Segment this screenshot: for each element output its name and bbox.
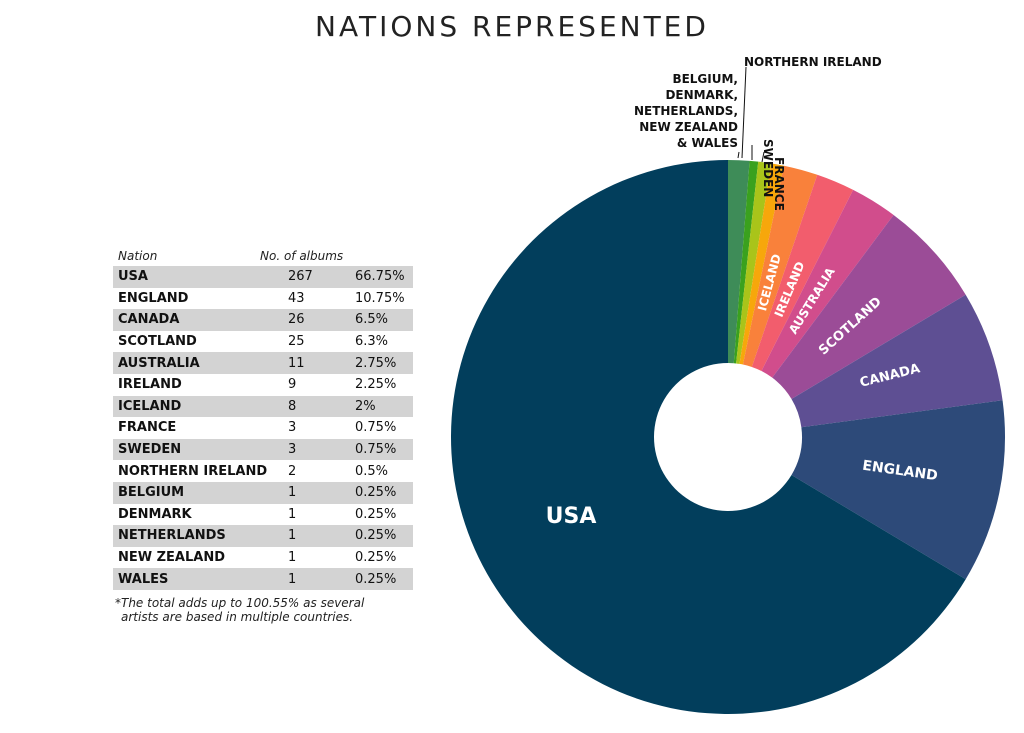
row-albums: 3	[288, 420, 297, 436]
row-nation: DENMARK	[118, 506, 192, 522]
table-row: CANADA 26 6.5%	[113, 309, 413, 331]
row-percent: 6.3%	[355, 334, 389, 350]
table-row: USA 267 66.75%	[113, 266, 413, 288]
row-percent: 0.25%	[355, 550, 397, 566]
row-percent: 0.25%	[355, 571, 397, 587]
row-percent: 66.75%	[355, 269, 405, 285]
row-albums: 1	[288, 571, 297, 587]
row-nation: SWEDEN	[118, 442, 182, 458]
row-percent: 10.75%	[355, 290, 405, 306]
row-albums: 25	[288, 334, 305, 350]
row-albums: 1	[288, 528, 297, 544]
row-percent: 6.5%	[355, 312, 389, 328]
table-row: AUSTRALIA 11 2.75%	[113, 352, 413, 374]
header-nation: Nation	[118, 248, 158, 263]
row-albums: 1	[288, 485, 297, 501]
row-nation: WALES	[118, 571, 169, 587]
row-nation: ENGLAND	[118, 290, 189, 306]
slice-sweden	[736, 161, 772, 364]
leader-france	[761, 151, 765, 163]
row-albums: 3	[288, 442, 297, 458]
row-nation: ICELAND	[118, 398, 182, 414]
table-row: BELGIUM 1 0.25%	[113, 481, 413, 504]
row-albums: 1	[288, 550, 297, 566]
row-percent: 0.5%	[355, 463, 389, 479]
table-row: WALES 1 0.25%	[113, 568, 413, 590]
nations-table: Nation No. of albums USA 267 66.75% ENGLAND…	[113, 245, 413, 624]
table-row: NETHERLANDS 1 0.25%	[113, 525, 413, 547]
row-albums: 8	[288, 398, 297, 414]
row-albums: 26	[288, 312, 305, 328]
label-small-nations-line: DENMARK,	[665, 88, 738, 102]
slice-scotland	[772, 214, 966, 400]
footnote-line-1: *The total adds up to 100.55% as several	[115, 595, 365, 610]
chart-title: NATIONS REPRESENTED	[315, 10, 709, 43]
table-row: IRELAND 9 2.25%	[113, 374, 413, 396]
row-percent: 2%	[355, 398, 376, 414]
slice-england	[791, 400, 1005, 580]
label-small-nations-line: NEW ZEALAND	[639, 120, 738, 134]
row-albums: 9	[288, 377, 297, 393]
row-percent: 0.75%	[355, 420, 397, 436]
table-header: Nation No. of albums	[113, 245, 413, 266]
row-nation: FRANCE	[118, 420, 177, 436]
table-row: NORTHERN IRELAND 2 0.5%	[113, 460, 413, 482]
label-northern-ireland: NORTHERN IRELAND	[744, 55, 882, 69]
row-albums: 267	[288, 269, 313, 285]
table-body: USA 267 66.75% ENGLAND 43 10.75% CANADA 26 6.5% S…	[113, 266, 413, 590]
row-albums: 1	[288, 506, 297, 522]
row-nation: NEW ZEALAND	[118, 550, 226, 566]
donut-slices	[450, 160, 1005, 714]
label-france: FRANCE	[772, 157, 786, 211]
row-nation: USA	[118, 269, 148, 285]
row-nation: IRELAND	[118, 377, 182, 393]
slice-ireland	[751, 174, 854, 371]
slice-label-usa: USA	[546, 504, 597, 529]
row-percent: 0.75%	[355, 442, 397, 458]
table-row: DENMARK 1 0.25%	[113, 504, 413, 526]
row-albums: 2	[288, 463, 297, 479]
row-nation: NORTHERN IRELAND	[118, 463, 268, 479]
label-small-nations-line: BELGIUM,	[672, 72, 738, 86]
table-row: ICELAND 8 2%	[113, 395, 413, 418]
row-percent: 2.25%	[355, 377, 397, 393]
slice-canada	[791, 294, 1003, 428]
header-albums: No. of albums	[260, 248, 344, 263]
label-small-nations-line: NETHERLANDS,	[634, 104, 738, 118]
row-nation: SCOTLAND	[118, 334, 197, 350]
slice-northern-ireland	[733, 160, 759, 364]
row-percent: 2.75%	[355, 355, 397, 371]
slice-australia	[761, 189, 894, 378]
row-nation: BELGIUM	[118, 485, 185, 501]
label-small-nations-line: & WALES	[677, 136, 738, 150]
leader-northern-ireland	[741, 66, 747, 159]
footnote: *The total adds up to 100.55% as several…	[113, 596, 413, 624]
row-albums: 43	[288, 290, 305, 306]
label-sweden: SWEDEN	[761, 139, 775, 197]
row-nation: CANADA	[118, 312, 180, 328]
table-row: SCOTLAND 25 6.3%	[113, 331, 413, 353]
row-nation: AUSTRALIA	[118, 355, 200, 371]
table-row: NEW ZEALAND 1 0.25%	[113, 547, 413, 569]
slice-usa	[450, 160, 966, 714]
table-row: FRANCE 3 0.75%	[113, 417, 413, 439]
row-percent: 0.25%	[355, 506, 397, 522]
table-row: SWEDEN 3 0.75%	[113, 438, 413, 461]
slice-belgium-denmark-netherlands-new-zealand-wales	[728, 160, 750, 364]
row-albums: 11	[288, 355, 305, 371]
row-percent: 0.25%	[355, 528, 397, 544]
row-nation: NETHERLANDS	[118, 528, 226, 544]
slice-france	[739, 163, 784, 365]
table-row: ENGLAND 43 10.75%	[113, 288, 413, 310]
footnote-line-2: artists are based in multiple countries.	[121, 609, 354, 624]
row-percent: 0.25%	[355, 485, 397, 501]
leader-small-nations	[737, 151, 740, 159]
slice-iceland	[742, 165, 818, 367]
